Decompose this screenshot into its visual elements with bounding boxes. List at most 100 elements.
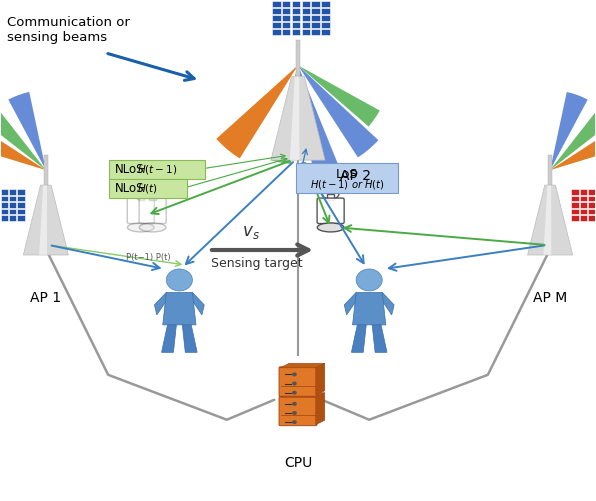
Polygon shape (544, 186, 551, 256)
Bar (580, 216, 587, 221)
Polygon shape (550, 125, 596, 171)
Bar (1, 190, 8, 195)
Polygon shape (344, 293, 359, 315)
Bar (17, 203, 24, 208)
Bar (302, 2, 311, 8)
Bar (9, 190, 16, 195)
Polygon shape (154, 293, 169, 315)
Ellipse shape (317, 223, 344, 232)
Bar (282, 16, 290, 22)
Ellipse shape (128, 223, 154, 232)
Bar (291, 23, 300, 29)
FancyBboxPatch shape (109, 160, 205, 180)
Bar (291, 16, 300, 22)
Bar (272, 30, 281, 36)
Bar (17, 196, 24, 202)
Circle shape (292, 420, 297, 424)
Circle shape (292, 411, 297, 415)
Bar (312, 23, 320, 29)
Polygon shape (271, 66, 298, 164)
Polygon shape (550, 112, 596, 171)
Bar (321, 9, 330, 15)
Text: AP 2: AP 2 (340, 168, 371, 182)
Bar (150, 194, 156, 201)
FancyBboxPatch shape (128, 199, 154, 224)
Text: CPU: CPU (284, 455, 312, 469)
Polygon shape (182, 325, 197, 353)
Bar (1, 209, 8, 215)
Polygon shape (8, 93, 46, 171)
Bar (572, 196, 579, 202)
Text: $H(t-1)$ or $H(t)$: $H(t-1)$ or $H(t)$ (310, 178, 384, 191)
Bar (291, 2, 300, 8)
Bar (282, 23, 290, 29)
Bar (302, 16, 311, 22)
Bar (302, 9, 311, 15)
Bar (548, 156, 552, 186)
Polygon shape (298, 66, 378, 158)
Bar (572, 190, 579, 195)
Ellipse shape (132, 187, 150, 200)
Bar (327, 194, 334, 201)
Bar (272, 9, 281, 15)
Polygon shape (216, 66, 298, 159)
Bar (272, 16, 281, 22)
Text: $H(t)$: $H(t)$ (136, 182, 158, 195)
Polygon shape (163, 293, 196, 325)
Bar (1, 203, 8, 208)
Bar (588, 209, 595, 215)
Bar (580, 209, 587, 215)
Polygon shape (280, 393, 325, 397)
Bar (282, 2, 290, 8)
Polygon shape (280, 364, 325, 368)
Polygon shape (372, 325, 387, 353)
Bar (291, 30, 300, 36)
Bar (291, 9, 300, 15)
Polygon shape (0, 112, 46, 171)
Polygon shape (162, 325, 176, 353)
Circle shape (356, 270, 382, 292)
Polygon shape (39, 186, 47, 256)
Bar (321, 16, 330, 22)
Circle shape (292, 402, 297, 406)
Bar (321, 2, 330, 8)
Ellipse shape (144, 187, 161, 200)
Bar (580, 196, 587, 202)
Text: NLoS: NLoS (114, 163, 144, 176)
Ellipse shape (322, 187, 339, 200)
Bar (9, 209, 16, 215)
Text: AP M: AP M (533, 291, 567, 304)
Circle shape (292, 391, 297, 395)
Bar (588, 203, 595, 208)
Polygon shape (316, 364, 325, 395)
Bar (17, 190, 24, 195)
FancyBboxPatch shape (296, 164, 398, 194)
Polygon shape (290, 77, 299, 161)
Bar (1, 196, 8, 202)
Bar (321, 30, 330, 36)
Bar (1, 216, 8, 221)
Bar (9, 216, 16, 221)
FancyBboxPatch shape (279, 396, 317, 426)
Polygon shape (380, 293, 394, 315)
Bar (9, 203, 16, 208)
Polygon shape (298, 66, 380, 127)
Bar (588, 216, 595, 221)
Text: LoS: LoS (336, 167, 358, 180)
Bar (312, 2, 320, 8)
Bar (17, 209, 24, 215)
Bar (44, 156, 48, 186)
Text: NLoS: NLoS (114, 182, 144, 195)
Polygon shape (316, 393, 325, 425)
Bar (572, 216, 579, 221)
Polygon shape (550, 93, 588, 171)
Ellipse shape (139, 223, 166, 232)
Polygon shape (271, 77, 325, 161)
Bar (17, 216, 24, 221)
Circle shape (166, 270, 193, 292)
Bar (138, 194, 144, 201)
Bar (572, 203, 579, 208)
Text: AP 1: AP 1 (30, 291, 61, 304)
Polygon shape (298, 66, 339, 175)
FancyBboxPatch shape (109, 179, 187, 199)
